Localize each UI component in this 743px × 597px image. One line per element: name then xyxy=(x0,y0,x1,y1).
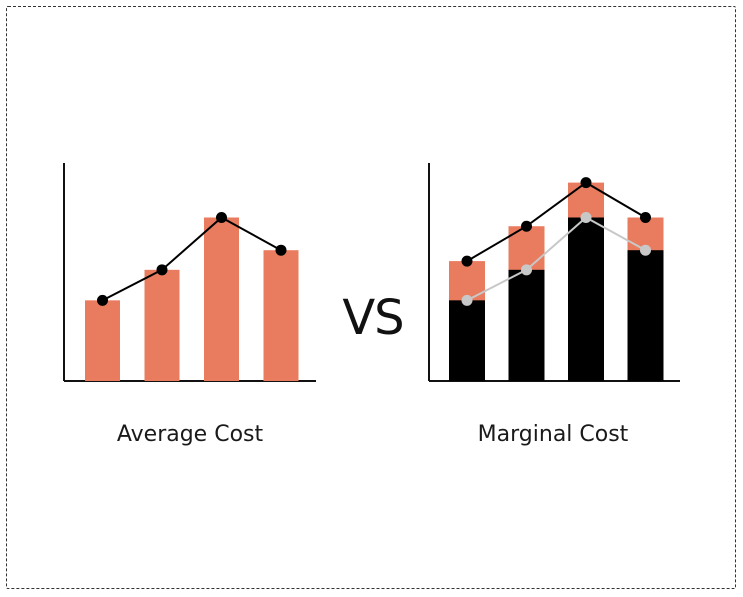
average-cost-caption: Average Cost xyxy=(116,422,264,447)
avg-bar-2 xyxy=(144,269,180,381)
marginal-secondary-point-4 xyxy=(640,244,651,256)
marginal-secondary-point-2 xyxy=(521,264,532,276)
marginal-bar-base-4 xyxy=(627,250,664,381)
marginal-cost-caption: Marginal Cost xyxy=(477,422,629,447)
marginal-secondary-point-1 xyxy=(461,294,473,306)
marginal-bar-base-1 xyxy=(449,300,485,381)
marginal-trend-line xyxy=(466,181,647,262)
marginal-secondary-point-3 xyxy=(580,212,592,223)
avg-bar-1 xyxy=(85,300,120,381)
marginal-bar-base-2 xyxy=(508,269,545,381)
avg-bar-4 xyxy=(263,250,299,381)
marginal-trend-point-1 xyxy=(461,255,473,267)
avg-trend-point-4 xyxy=(275,244,287,256)
marginal-trend-point-2 xyxy=(521,220,532,232)
avg-bar-3 xyxy=(204,217,239,381)
avg-trend-point-1 xyxy=(97,294,108,306)
marginal-trend-point-4 xyxy=(640,212,651,223)
marginal-trend-point-3 xyxy=(580,177,592,189)
marginal-secondary-line xyxy=(466,216,646,302)
marginal-bar-base-3 xyxy=(568,217,604,381)
dashed-frame xyxy=(6,6,736,589)
avg-trend-line xyxy=(102,216,282,302)
vs-label: VS xyxy=(342,290,404,346)
avg-trend-point-3 xyxy=(216,212,227,223)
avg-trend-point-2 xyxy=(156,264,168,276)
